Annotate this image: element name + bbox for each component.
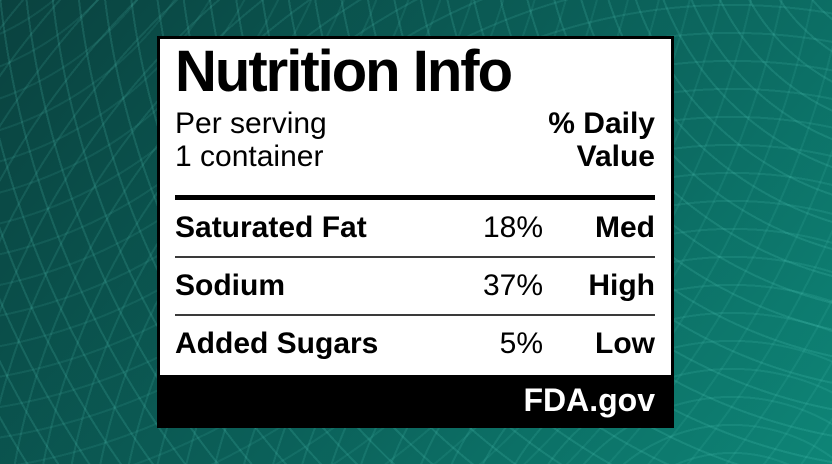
nutrient-percent: 37% <box>482 269 543 302</box>
nutrient-row-added-sugars: Added Sugars 5% Low <box>175 316 655 371</box>
daily-value-header: % Daily Value <box>548 107 655 173</box>
row-divider <box>175 314 655 316</box>
nutrient-name: Added Sugars <box>175 326 379 360</box>
nutrient-row-saturated-fat: Saturated Fat 18% Med <box>175 200 655 256</box>
nutrient-level: Low <box>595 326 655 360</box>
daily-value-line-1: % Daily <box>548 107 655 140</box>
nutrient-percent: 5% <box>499 326 543 360</box>
serving-line-2: 1 container <box>175 140 324 173</box>
footer-bar: FDA.gov <box>160 375 671 425</box>
fda-gov-text: FDA.gov <box>523 381 655 418</box>
daily-value-line-2: Value <box>576 140 655 173</box>
nutrient-name: Sodium <box>175 269 285 302</box>
label-title: Nutrition Info <box>175 39 513 104</box>
label-content: Nutrition Info Per serving 1 container %… <box>160 39 671 371</box>
label-subheader: Per serving 1 container % Daily Value <box>175 107 655 173</box>
nutrition-label-card: Nutrition Info Per serving 1 container %… <box>157 36 674 428</box>
serving-info: Per serving 1 container <box>175 107 327 173</box>
nutrient-level: High <box>588 269 655 302</box>
serving-line-1: Per serving <box>175 107 327 140</box>
nutrient-name: Saturated Fat <box>175 211 367 244</box>
header-divider <box>175 195 655 200</box>
nutrient-percent: 18% <box>482 211 543 244</box>
row-divider <box>175 256 655 258</box>
nutrient-row-sodium: Sodium 37% High <box>175 258 655 314</box>
nutrient-level: Med <box>595 211 655 244</box>
